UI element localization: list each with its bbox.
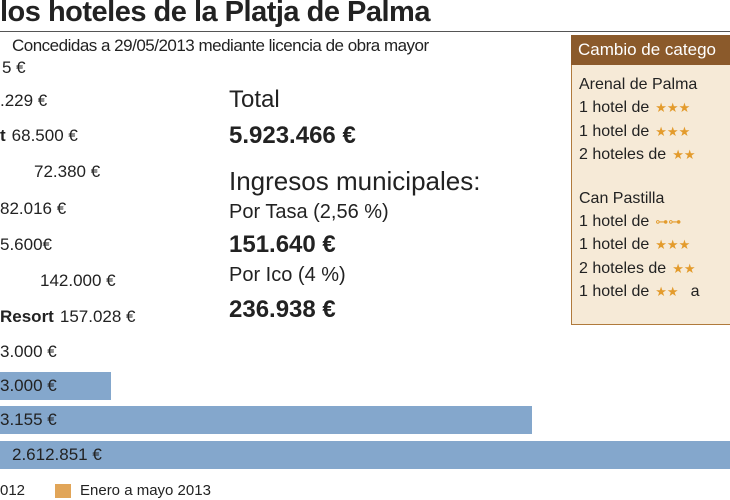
row: 3.155 € <box>0 406 57 434</box>
ico: 236.938 € <box>229 296 336 323</box>
row: 142.000 € <box>40 267 116 295</box>
row-value: 82.016 € <box>0 199 67 218</box>
box-line: 2 hoteles de ★★ <box>579 146 696 164</box>
line-text: 1 hotel de <box>579 283 650 300</box>
line-text: 2 hoteles de <box>579 259 667 277</box>
tasa: 151.640 € <box>229 231 336 258</box>
row-value: 5 € <box>2 58 26 77</box>
row: 82.016 € <box>0 195 66 223</box>
row-value: 142.000 € <box>40 271 116 290</box>
row: 3.000 € <box>0 338 57 366</box>
row: 72.380 € <box>34 158 100 186</box>
row-value: 72.380 € <box>34 162 101 181</box>
stars: ★★ <box>655 284 679 299</box>
ico-label: Por Ico (4 %) <box>229 264 346 286</box>
row-value: 3.155 € <box>0 410 57 429</box>
stars: ★★ <box>672 260 696 276</box>
row: 2.612.851 € <box>12 441 102 469</box>
stars: ★★ <box>672 147 696 162</box>
line-text: 1 hotel de <box>579 212 650 230</box>
row-name: t <box>0 126 6 145</box>
income-title: Ingresos municipales: <box>229 166 481 196</box>
box-line: 1 hotel de ★★★ <box>579 236 690 254</box>
rule <box>0 31 730 32</box>
legend-label: Enero a mayo 2013 <box>80 482 211 499</box>
box-line: 1 hotel de ★★★ <box>579 99 690 117</box>
title: los hoteles de la Platja de Palma <box>0 0 430 28</box>
row-value: 157.028 € <box>59 307 136 326</box>
tasa-label: Por Tasa (2,56 %) <box>229 201 389 223</box>
box-line: 1 hotel de ★★★ <box>579 123 690 141</box>
subtitle: Concedidas a 29/05/2013 mediante licenci… <box>12 36 429 55</box>
box-title: Cambio de catego <box>571 35 730 65</box>
row: .229 € <box>0 87 47 115</box>
box-line: 1 hotel de ★★ a <box>579 283 700 301</box>
category-box <box>571 35 730 325</box>
line-text: 1 hotel de <box>579 236 650 253</box>
row-value: 3.000 € <box>0 376 57 395</box>
row-value: 3.000 € <box>0 342 57 361</box>
row: 3.000 € <box>0 372 57 400</box>
row-value: 2.612.851 € <box>12 445 102 464</box>
box-line: 2 hoteles de ★★ <box>579 260 696 278</box>
bar <box>0 406 532 434</box>
bar <box>0 441 730 469</box>
row-value: 68.500 € <box>11 126 78 145</box>
line-tail: a <box>690 283 700 300</box>
group-name: Arenal de Palma <box>579 76 698 93</box>
total-label: Total <box>229 86 280 113</box>
line-text: 2 hoteles de <box>579 146 667 163</box>
box-line: 1 hotel de ⊶⊶ <box>579 213 681 231</box>
row: 5.600€ <box>0 231 52 259</box>
legend-label: 012 <box>0 482 26 499</box>
stars: ⊶⊶ <box>655 213 682 229</box>
row: 5 € <box>2 54 26 82</box>
bar <box>0 372 111 400</box>
line-text: 1 hotel de <box>579 99 650 116</box>
legend-swatch <box>55 484 71 498</box>
stars: ★★★ <box>655 237 691 252</box>
row: t 68.500 € <box>0 122 78 150</box>
stars: ★★★ <box>655 100 691 115</box>
line-text: 1 hotel de <box>579 122 650 140</box>
row: Resort 157.028 € <box>0 303 136 331</box>
stars: ★★★ <box>655 123 691 139</box>
total: 5.923.466 € <box>229 122 356 149</box>
row-value: .229 € <box>0 91 48 110</box>
row-name: Resort <box>0 307 54 326</box>
row-value: 5.600€ <box>0 235 52 254</box>
group-name: Can Pastilla <box>579 189 665 207</box>
